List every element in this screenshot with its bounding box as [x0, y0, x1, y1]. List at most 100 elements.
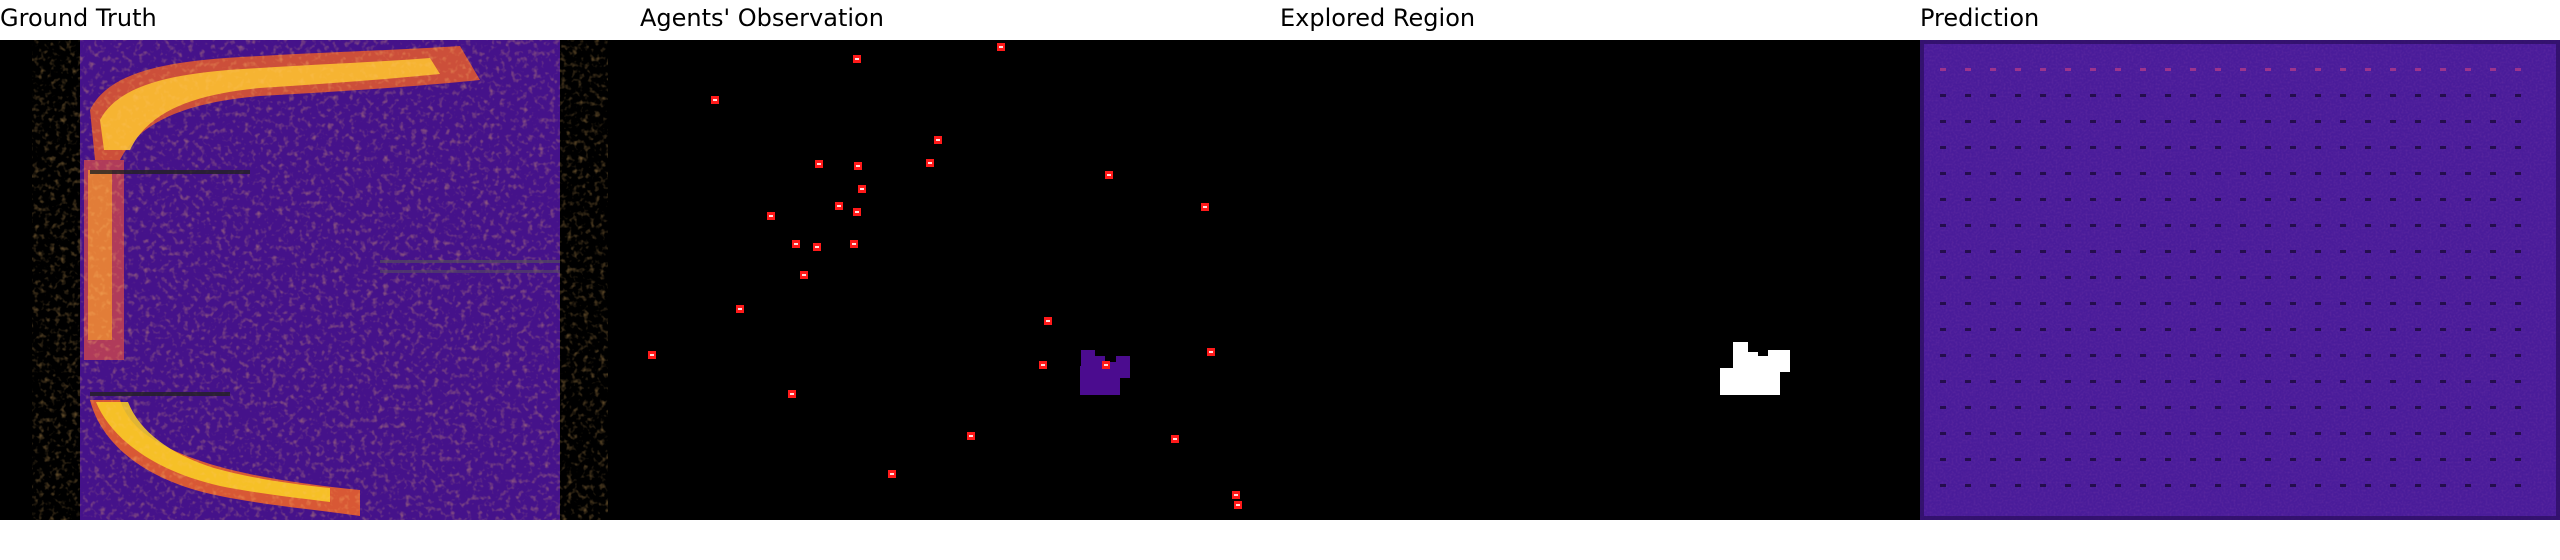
prediction-texture-dot [1940, 250, 1946, 253]
explored-region-panel: Explored Region [1280, 0, 1920, 560]
prediction-texture-dot [2215, 198, 2221, 201]
prediction-texture-dot [2140, 354, 2146, 357]
prediction-texture-dot [2015, 458, 2021, 461]
prediction-texture-dot [2240, 380, 2246, 383]
prediction-texture-dot [2165, 250, 2171, 253]
prediction-texture-dot [2190, 276, 2196, 279]
prediction-texture-dot [2015, 484, 2021, 487]
prediction-texture-dot [2040, 94, 2046, 97]
prediction-texture-dot [2465, 172, 2471, 175]
prediction-texture-dot [2115, 68, 2121, 71]
prediction-texture-dot [2290, 172, 2296, 175]
prediction-texture-dot [2040, 198, 2046, 201]
prediction-texture-dot [2315, 250, 2321, 253]
prediction-texture-dot [2215, 146, 2221, 149]
prediction-texture-dot [2290, 250, 2296, 253]
prediction-texture-dot [2290, 224, 2296, 227]
prediction-texture-dot [2215, 276, 2221, 279]
prediction-texture-dot [2490, 120, 2496, 123]
prediction-texture-dot [2240, 406, 2246, 409]
prediction-texture-dot [1965, 354, 1971, 357]
prediction-texture-dot [2190, 432, 2196, 435]
prediction-texture-dot [2315, 68, 2321, 71]
prediction-texture-dot [1965, 302, 1971, 305]
prediction-texture-dot [2415, 198, 2421, 201]
prediction-texture-dot [2365, 458, 2371, 461]
prediction-texture-dot [2165, 68, 2171, 71]
agent-marker-highlight [1236, 504, 1240, 506]
prediction-texture-dot [2465, 380, 2471, 383]
prediction-texture-dot [2315, 458, 2321, 461]
prediction-texture-dot [2340, 172, 2346, 175]
prediction-texture-dot [2440, 68, 2446, 71]
prediction-texture-dot [1940, 484, 1946, 487]
prediction-texture-dot [2340, 276, 2346, 279]
prediction-texture-dot [2340, 198, 2346, 201]
prediction-texture-dot [2265, 484, 2271, 487]
prediction-texture-dot [2190, 380, 2196, 383]
prediction-texture-dot [2090, 484, 2096, 487]
prediction-texture-dot [2415, 484, 2421, 487]
prediction-texture-dot [2365, 172, 2371, 175]
agent-marker-highlight [1046, 320, 1050, 322]
prediction-texture-dot [2040, 328, 2046, 331]
prediction-texture-dot [2165, 94, 2171, 97]
prediction-texture-dot [2165, 484, 2171, 487]
prediction-texture-dot [2465, 146, 2471, 149]
prediction-texture-dot [2490, 276, 2496, 279]
prediction-texture-dot [1990, 432, 1996, 435]
prediction-texture-dot [2065, 380, 2071, 383]
prediction-texture-dot [2290, 380, 2296, 383]
prediction-texture-dot [1990, 94, 1996, 97]
prediction-texture-dot [2065, 172, 2071, 175]
prediction-texture-dot [2040, 120, 2046, 123]
prediction-texture-dot [2265, 380, 2271, 383]
prediction-texture-dot [2340, 302, 2346, 305]
prediction-texture-dot [2465, 94, 2471, 97]
prediction-texture-dot [2515, 250, 2521, 253]
prediction-texture-dot [2165, 120, 2171, 123]
prediction-title: Prediction [1920, 4, 2040, 32]
prediction-texture-dot [2090, 120, 2096, 123]
prediction-texture-dot [2065, 354, 2071, 357]
prediction-texture-dot [2415, 94, 2421, 97]
prediction-texture-dot [2240, 276, 2246, 279]
prediction-texture-dot [2015, 302, 2021, 305]
prediction-texture-dot [2015, 68, 2021, 71]
prediction-texture-dot [2140, 276, 2146, 279]
prediction-texture-dot [2240, 94, 2246, 97]
prediction-texture-dot [2465, 302, 2471, 305]
agent-marker-highlight [650, 354, 654, 356]
prediction-texture-dot [1990, 224, 1996, 227]
prediction-texture-dot [2340, 432, 2346, 435]
prediction-texture-dot [1990, 302, 1996, 305]
prediction-texture-dot [2190, 172, 2196, 175]
prediction-texture-dot [2315, 172, 2321, 175]
prediction-texture-dot [2440, 380, 2446, 383]
prediction-texture-dot [2040, 380, 2046, 383]
prediction-texture-dot [2065, 484, 2071, 487]
prediction-texture-dot [2165, 224, 2171, 227]
prediction-texture-dot [2465, 354, 2471, 357]
prediction-texture-dot [1965, 120, 1971, 123]
prediction-texture-dot [1965, 484, 1971, 487]
prediction-texture-dot [2390, 406, 2396, 409]
prediction-texture-dot [2215, 172, 2221, 175]
prediction-texture-dot [2290, 68, 2296, 71]
prediction-texture-dot [2290, 94, 2296, 97]
prediction-texture-dot [2265, 198, 2271, 201]
prediction-texture-dot [2440, 458, 2446, 461]
prediction-texture-dot [2165, 354, 2171, 357]
prediction-texture-dot [2415, 172, 2421, 175]
prediction-texture-dot [2290, 302, 2296, 305]
prediction-texture-dot [2215, 380, 2221, 383]
prediction-texture-dot [2440, 94, 2446, 97]
prediction-texture-dot [2315, 484, 2321, 487]
prediction-texture-dot [2465, 120, 2471, 123]
agent-marker-highlight [790, 393, 794, 395]
prediction-texture-dot [2440, 120, 2446, 123]
prediction-texture-dot [2340, 484, 2346, 487]
prediction-texture-dot [2365, 380, 2371, 383]
explored-region-title: Explored Region [1280, 4, 1476, 32]
prediction-texture-dot [2165, 302, 2171, 305]
